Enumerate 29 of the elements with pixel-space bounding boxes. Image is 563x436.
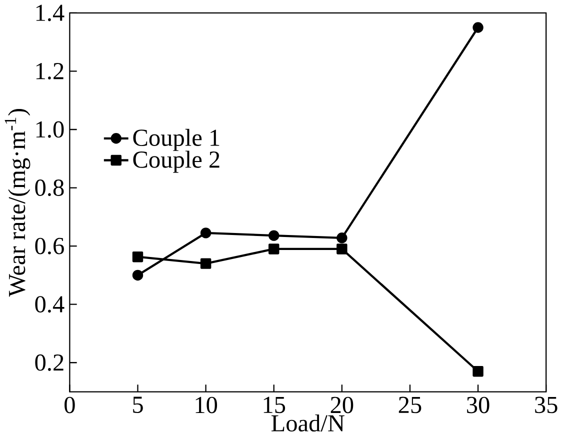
legend-label: Couple 2	[133, 150, 220, 173]
x-tick-label: 35	[535, 396, 558, 414]
y-tick-label: 0.6	[35, 238, 64, 254]
y-tick-label: 1.2	[36, 62, 64, 80]
point	[472, 366, 484, 377]
point	[336, 232, 348, 244]
x-axis-title: Load/N	[271, 414, 344, 432]
y-tick-label: 1.0	[36, 121, 64, 138]
y-tick-label: 0.4	[35, 296, 64, 312]
y-axis-title: Wear rate/(mg·m$^{-1}$)	[4, 108, 30, 297]
point	[336, 243, 348, 254]
x-tick-label: 5	[133, 396, 143, 413]
point	[268, 230, 280, 241]
y-tick-label: 0.2	[35, 354, 64, 371]
x-tick-label: 20	[330, 396, 354, 414]
point	[472, 22, 484, 33]
x-tick-label: 0	[64, 396, 75, 414]
y-tick-label: 0.8	[35, 179, 64, 196]
x-tick-label: 25	[398, 396, 422, 414]
x-tick-label: 30	[467, 396, 490, 414]
point	[200, 258, 212, 269]
x-tick-label: 10	[196, 396, 218, 414]
x-tick-label: 15	[264, 396, 286, 413]
point	[132, 251, 144, 262]
point	[200, 227, 212, 238]
legend-label: Couple 1	[133, 128, 220, 151]
y-tick-label: 1.4	[36, 4, 64, 21]
point	[268, 243, 280, 254]
point	[132, 270, 144, 280]
